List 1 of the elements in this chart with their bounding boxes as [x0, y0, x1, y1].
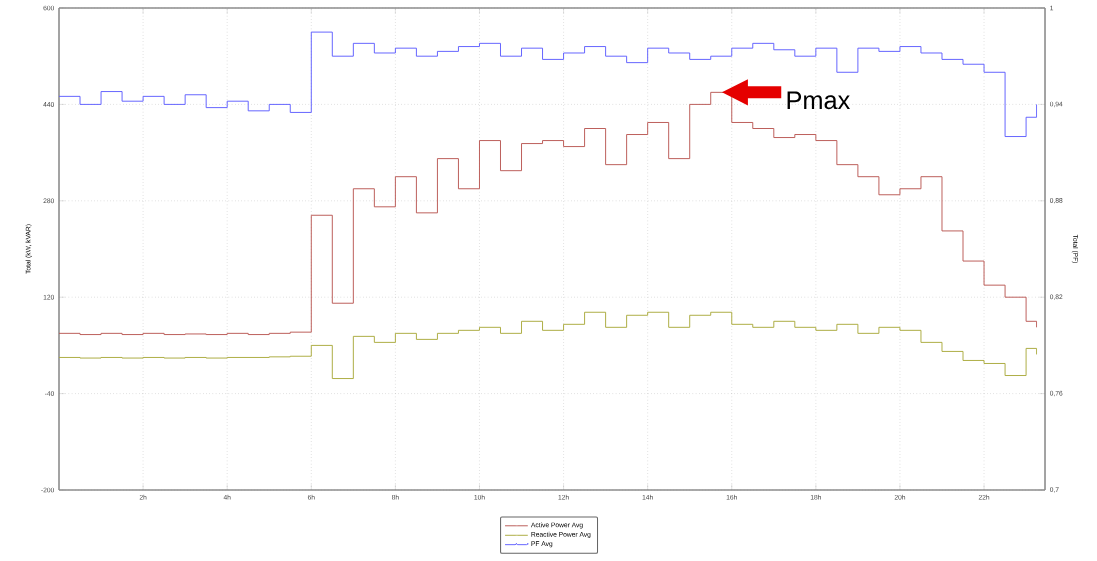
- annotation: Pmax: [787, 91, 850, 110]
